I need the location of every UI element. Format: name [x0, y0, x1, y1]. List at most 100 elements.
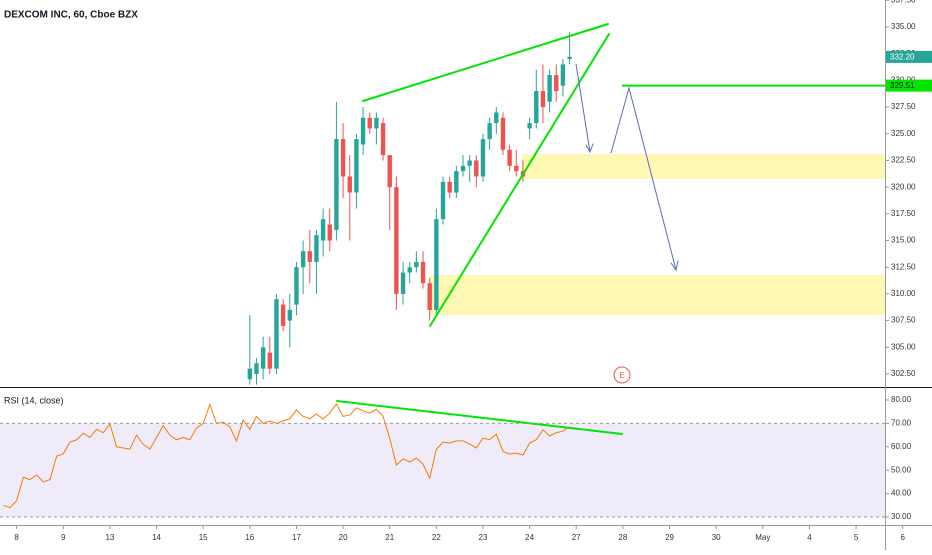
y-tick-label: 320.00 [891, 182, 916, 191]
candle-body [327, 224, 332, 241]
x-tick-label: 15 [199, 533, 208, 542]
x-tick-label: 23 [479, 533, 488, 542]
x-tick-label: 24 [525, 533, 534, 542]
candle-body [400, 272, 406, 294]
candle-body [340, 139, 346, 177]
candle-body [427, 283, 432, 310]
x-tick-label: 29 [665, 533, 674, 542]
candle-body [300, 251, 306, 268]
y-tick-label: 310.00 [891, 289, 916, 298]
y-tick-label: 317.50 [891, 209, 916, 218]
candle-body [367, 117, 372, 129]
level-label: 329.51 [890, 81, 915, 90]
candle-body [494, 112, 499, 124]
candle-body [394, 187, 399, 294]
y-tick-label: 70.00 [891, 418, 912, 427]
candle-body [527, 123, 532, 129]
candle-body [487, 123, 492, 140]
earnings-label: E [619, 371, 624, 380]
arrow-head [670, 260, 679, 272]
candle-body [267, 352, 273, 369]
drawings [336, 23, 679, 435]
arrow-head [585, 143, 594, 154]
chart-title: DEXCOM INC, 60, Cboe BZX [4, 10, 138, 21]
marks [3, 32, 572, 509]
candle-body [280, 304, 286, 326]
candle-body [480, 139, 486, 177]
drawings-under [0, 154, 885, 518]
candle-body [547, 75, 552, 102]
zone [522, 154, 885, 179]
candle-body [440, 181, 446, 220]
x-tick-label: May [755, 533, 770, 542]
rsi-trend-line [336, 400, 623, 435]
candle-body [274, 299, 279, 369]
candle-body [374, 117, 379, 129]
y-tick-label: 305.00 [891, 342, 916, 351]
candle-body [514, 165, 519, 172]
candle-body [314, 235, 319, 262]
candle-body [554, 75, 559, 92]
candle-body [467, 160, 472, 166]
candle-body [534, 91, 539, 124]
candle-body [360, 117, 366, 145]
candle-body [387, 155, 392, 188]
candle-body [560, 64, 566, 86]
y-tick-label: 322.50 [891, 156, 916, 165]
candle-body [254, 363, 259, 374]
x-tick-label: 8 [14, 533, 19, 542]
candle-body [540, 91, 546, 108]
x-tick-label: 4 [807, 533, 812, 542]
candle-body [287, 309, 292, 321]
trend-line [362, 23, 609, 102]
candle-body [294, 267, 299, 305]
x-tick-label: 9 [61, 533, 66, 542]
zone [430, 275, 885, 315]
x-tick-label: 20 [339, 533, 348, 542]
rsi-title: RSI (14, close) [4, 395, 64, 405]
x-tick-label: 22 [432, 533, 441, 542]
candle-body [407, 267, 412, 273]
candle-body [500, 117, 506, 150]
x-tick-label: 5 [854, 533, 859, 542]
last-price-label: 332.20 [890, 53, 915, 62]
candle-body [454, 171, 459, 193]
candle-body [420, 261, 426, 284]
y-tick-label: 302.50 [891, 369, 916, 378]
candle-body [460, 165, 466, 172]
earnings-marker[interactable] [613, 366, 631, 384]
y-tick-label: 312.50 [891, 262, 916, 271]
candle-body [380, 123, 386, 156]
y-tick-label: 80.00 [891, 395, 912, 404]
arrow [575, 63, 591, 153]
rsi-band [0, 423, 885, 518]
y-tick-label: 315.00 [891, 236, 916, 245]
x-tick-label: 16 [245, 533, 254, 542]
candle-body [347, 176, 352, 193]
candle-body [507, 149, 512, 166]
candle-body [567, 56, 572, 60]
x-tick-label: 30 [712, 533, 721, 542]
x-tick-label: 13 [105, 533, 114, 542]
candle-body [414, 261, 419, 268]
y-tick-label: 335.00 [891, 22, 916, 31]
last-price-box [886, 50, 932, 63]
y-tick-label: 327.50 [891, 102, 916, 111]
arrow [610, 86, 677, 271]
y-tick-label: 30.00 [891, 512, 912, 521]
candle-body [434, 219, 439, 310]
candle-body [260, 347, 266, 369]
rsi-line [3, 402, 570, 509]
x-tick-label: 28 [618, 533, 627, 542]
candle-body [447, 181, 452, 193]
y-tick-label: 50.00 [891, 465, 912, 474]
y-tick-label: 337.50 [891, 0, 916, 4]
level-label-box [886, 79, 932, 92]
candle-body [247, 368, 253, 380]
candle-body [307, 251, 312, 262]
x-tick-label: 17 [292, 533, 301, 542]
x-tick-label: 27 [572, 533, 581, 542]
x-tick-label: 21 [385, 533, 394, 542]
candle-body [320, 219, 326, 241]
